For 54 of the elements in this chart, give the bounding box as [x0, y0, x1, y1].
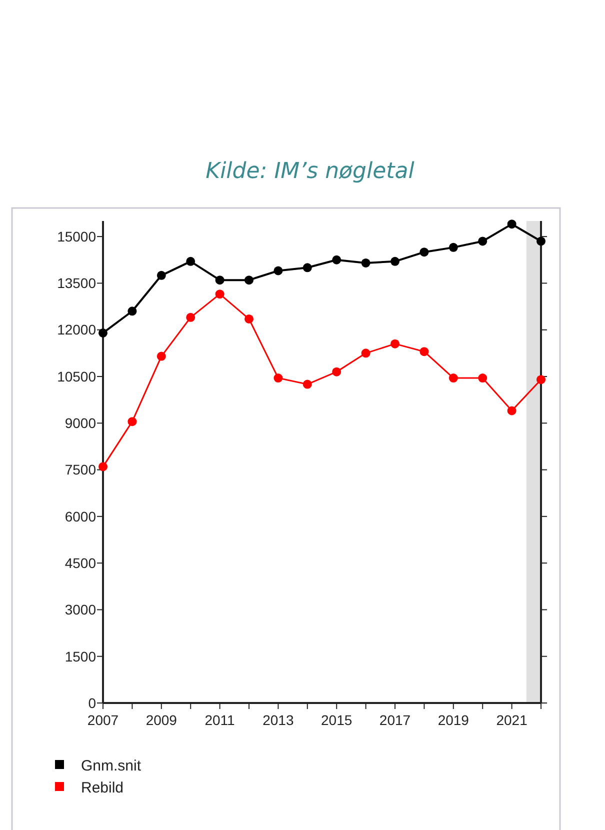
- point: [361, 348, 370, 358]
- x-tick-label: 2007: [87, 712, 119, 728]
- x-tick-label: 2021: [496, 712, 528, 728]
- x-tick-label: 2019: [438, 712, 470, 728]
- x-tick-label: 2017: [379, 712, 411, 728]
- y-tick-label: 9000: [64, 415, 96, 432]
- y-tick-label: 0: [88, 694, 96, 711]
- point: [478, 236, 488, 246]
- point: [420, 248, 429, 257]
- x-tick-label: 2009: [146, 712, 178, 728]
- y-tick-label: 7500: [64, 462, 96, 478]
- y-tick-label: 12000: [57, 322, 96, 338]
- point: [215, 276, 224, 285]
- point: [128, 306, 137, 316]
- point: [156, 352, 166, 361]
- point: [274, 374, 283, 383]
- point: [536, 375, 546, 384]
- point: [98, 328, 108, 338]
- legend-label: Gnm.snit: [81, 757, 142, 774]
- point: [274, 266, 283, 276]
- x-tick-label: 2013: [262, 712, 294, 728]
- point: [156, 270, 166, 280]
- point: [302, 380, 312, 389]
- y-tick-label: 15000: [57, 228, 96, 244]
- point: [507, 406, 516, 416]
- point: [390, 256, 400, 266]
- point: [128, 417, 137, 426]
- point: [244, 276, 254, 285]
- point: [186, 312, 196, 322]
- point: [420, 347, 429, 356]
- y-tick-label: 10500: [57, 368, 96, 384]
- y-tick-label: 4500: [64, 554, 96, 571]
- point: [332, 255, 342, 264]
- y-tick-label: 6000: [64, 508, 96, 524]
- point: [507, 220, 516, 229]
- point: [536, 236, 546, 246]
- point: [302, 263, 312, 272]
- point: [186, 256, 196, 266]
- y-tick-label: 13500: [57, 275, 96, 292]
- y-tick-label: 1500: [64, 648, 96, 664]
- point: [390, 339, 400, 348]
- point: [244, 314, 254, 324]
- x-tick-label: 2015: [321, 712, 352, 728]
- point: [215, 290, 224, 299]
- point: [478, 374, 488, 383]
- x-tick-label: 2011: [204, 712, 236, 728]
- legend-label: Rebild: [81, 779, 124, 796]
- point: [98, 462, 108, 472]
- point: [448, 374, 458, 383]
- point: [332, 367, 342, 376]
- point: [448, 242, 458, 252]
- point: [361, 258, 370, 268]
- text: Kilde: IM’s nøgletal: [206, 159, 414, 184]
- y-tick-label: 3000: [64, 602, 96, 618]
